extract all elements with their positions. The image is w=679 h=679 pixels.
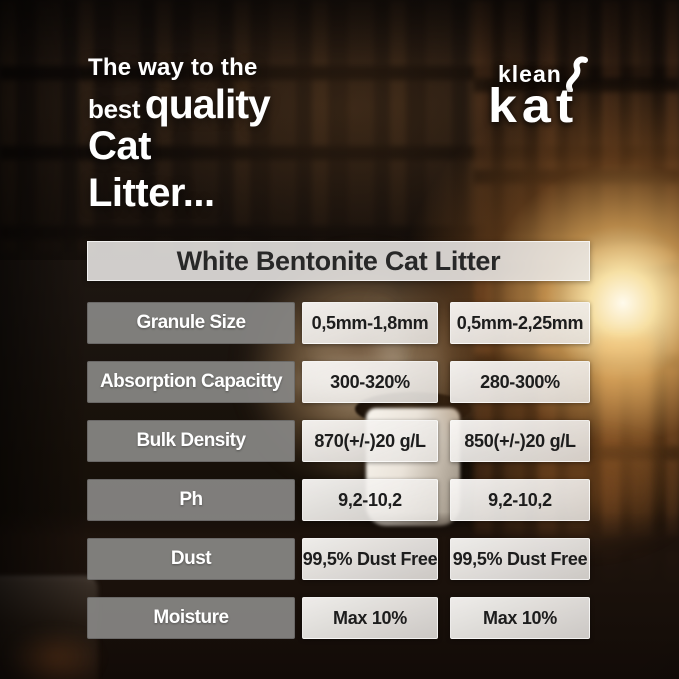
headline-line-1: The way to the: [88, 54, 258, 81]
table-row: Absorption Capacitty 300-320% 280-300%: [87, 361, 590, 403]
brand-logo: klean kat: [488, 56, 638, 139]
row-value-1: 9,2-10,2: [302, 479, 438, 521]
spec-table: White Bentonite Cat Litter Granule Size …: [87, 241, 590, 639]
brand-logo-top: klean: [498, 56, 638, 92]
headline-quality: quality: [144, 80, 271, 127]
row-value-1: 0,5mm-1,8mm: [302, 302, 438, 344]
cat-tail-icon: [565, 56, 588, 92]
row-value-2: 850(+/-)20 g/L: [450, 420, 590, 462]
headline: The way to the best quality Cat Litter..…: [88, 54, 271, 215]
row-value-2: 0,5mm-2,25mm: [450, 302, 590, 344]
headline-line-2: best quality: [88, 80, 271, 127]
table-row: Ph 9,2-10,2 9,2-10,2: [87, 479, 590, 521]
row-value-2: 9,2-10,2: [450, 479, 590, 521]
headline-best: best: [88, 93, 141, 124]
brand-name-klean: klean: [498, 61, 562, 87]
lamp-reflection: [596, 336, 654, 586]
brand-name-kat: kat: [488, 79, 579, 134]
row-value-1: 300-320%: [302, 361, 438, 403]
row-label: Ph: [87, 479, 295, 521]
row-value-1: Max 10%: [302, 597, 438, 639]
row-value-1: 870(+/-)20 g/L: [302, 420, 438, 462]
row-value-2: 280-300%: [450, 361, 590, 403]
table-row: Moisture Max 10% Max 10%: [87, 597, 590, 639]
spec-table-title: White Bentonite Cat Litter: [87, 241, 590, 281]
row-label: Granule Size: [87, 302, 295, 344]
row-value-2: Max 10%: [450, 597, 590, 639]
headline-line-4: Litter...: [88, 170, 215, 215]
table-row: Granule Size 0,5mm-1,8mm 0,5mm-2,25mm: [87, 302, 590, 344]
row-value-2: 99,5% Dust Free: [450, 538, 590, 580]
headline-line-3: Cat: [88, 123, 151, 168]
row-label: Dust: [87, 538, 295, 580]
table-row: Dust 99,5% Dust Free 99,5% Dust Free: [87, 538, 590, 580]
lamp-shade: [586, 244, 676, 268]
row-label: Bulk Density: [87, 420, 295, 462]
row-value-1: 99,5% Dust Free: [302, 538, 438, 580]
jar-silhouette: [0, 576, 98, 679]
row-label: Moisture: [87, 597, 295, 639]
table-row: Bulk Density 870(+/-)20 g/L 850(+/-)20 g…: [87, 420, 590, 462]
row-label: Absorption Capacitty: [87, 361, 295, 403]
